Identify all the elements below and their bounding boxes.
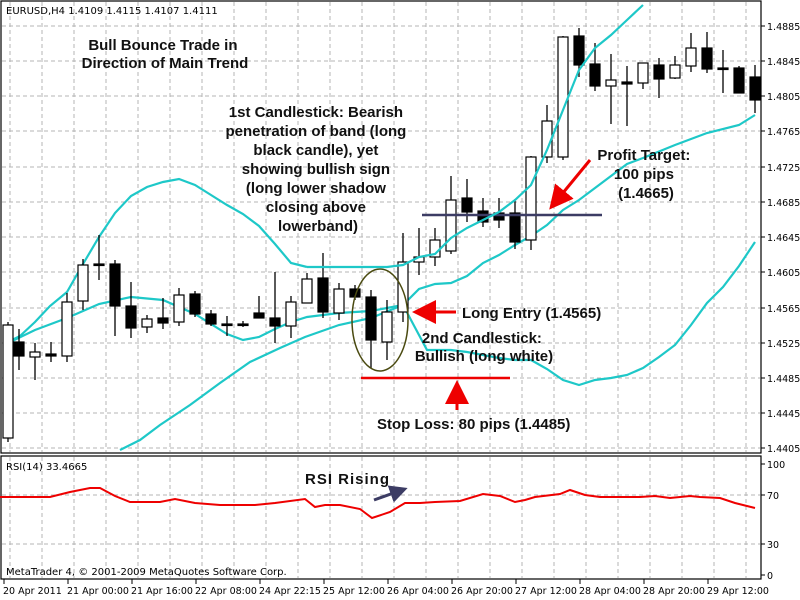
time-tick-label: 21 Apr 00:00 [67, 586, 129, 597]
title-annotation: Bull Bounce Trade in Direction of Main T… [82, 37, 249, 72]
time-tick-label: 26 Apr 04:00 [387, 586, 449, 597]
rsi-axis: 100 70 30 0 [761, 460, 785, 582]
price-tick-label: 1.4885 [767, 22, 800, 33]
candlestick-series [2, 28, 761, 442]
candle [365, 290, 377, 368]
candle [221, 316, 233, 336]
candle [237, 321, 249, 327]
symbol-info: EURUSD,H4 1.4109 1.4115 1.4107 1.4111 [6, 6, 218, 17]
bollinger-upper-band-right [307, 4, 644, 269]
candle [93, 235, 105, 280]
time-tick-label: 27 Apr 12:00 [515, 586, 577, 597]
time-tick-label: 29 Apr 12:00 [707, 586, 769, 597]
bollinger-lower-band [119, 241, 756, 451]
price-tick-label: 1.4605 [767, 268, 800, 279]
candle [29, 343, 41, 380]
candle [685, 33, 697, 72]
price-tick-label: 1.4405 [767, 444, 800, 455]
price-tick-label: 1.4565 [767, 304, 800, 315]
candle [301, 273, 313, 304]
rsi-rising-arrow [373, 485, 408, 503]
profit-target-arrow [549, 159, 592, 210]
candle [605, 54, 617, 124]
candle [205, 310, 217, 326]
rsi-tick-label: 0 [767, 571, 773, 582]
candle [669, 56, 681, 79]
candle [157, 298, 169, 329]
profit-target-annotation: Profit Target: 100 pips (1.4665) [597, 147, 694, 202]
time-tick-label: 28 Apr 20:00 [643, 586, 705, 597]
copyright-text: MetaTrader 4, © 2001-2009 MetaQuotes Sof… [6, 567, 287, 578]
price-tick-label: 1.4645 [767, 233, 800, 244]
candle [141, 315, 153, 333]
candle [637, 62, 649, 89]
candle [13, 329, 25, 370]
rsi-grid [2, 457, 760, 578]
candle [589, 43, 601, 91]
price-tick-label: 1.4485 [767, 374, 800, 385]
candle [557, 36, 569, 160]
first-candle-annotation: 1st Candlestick: Bearish penetration of … [226, 104, 411, 235]
rsi-tick-label: 100 [767, 460, 785, 471]
candle [701, 32, 713, 73]
candle [173, 288, 185, 326]
candle [317, 253, 329, 318]
candle [45, 342, 57, 362]
time-tick-label: 24 Apr 22:15 [259, 586, 321, 597]
stop-loss-annotation: Stop Loss: 80 pips (1.4485) [377, 416, 570, 433]
price-tick-label: 1.4685 [767, 198, 800, 209]
time-tick-label: 22 Apr 08:00 [195, 586, 257, 597]
rsi-line [0, 487, 756, 520]
candle [525, 156, 537, 250]
candle [253, 296, 265, 319]
candle [397, 233, 409, 322]
highlight-ellipse [351, 268, 409, 372]
time-axis: 20 Apr 2011 21 Apr 00:00 21 Apr 16:00 22 Ap… [3, 579, 769, 597]
time-tick-label: 25 Apr 12:00 [323, 586, 385, 597]
candle [381, 300, 393, 360]
price-tick-label: 1.4525 [767, 339, 800, 350]
time-tick-label: 26 Apr 20:00 [451, 586, 513, 597]
second-candle-annotation: 2nd Candlestick: Bullish (long white) [415, 330, 553, 365]
candle [61, 293, 73, 362]
price-tick-label: 1.4845 [767, 57, 800, 68]
time-tick-label: 20 Apr 2011 [3, 586, 62, 597]
candle [125, 282, 137, 338]
candle [269, 272, 281, 343]
candle [77, 259, 89, 310]
candle [733, 66, 745, 94]
candle [749, 65, 761, 113]
candle [109, 260, 121, 336]
price-tick-label: 1.4765 [767, 127, 800, 138]
candle [189, 291, 201, 317]
price-tick-label: 1.4805 [767, 92, 800, 103]
rsi-tick-label: 30 [767, 540, 779, 551]
candle [717, 50, 729, 93]
candle [285, 296, 297, 338]
time-tick-label: 21 Apr 16:00 [131, 586, 193, 597]
candle [653, 58, 665, 98]
candle [621, 66, 633, 126]
bollinger-upper-band [3, 177, 308, 345]
candle [2, 322, 14, 442]
long-entry-annotation: Long Entry (1.4565) [462, 305, 601, 322]
rsi-window-frame [0, 455, 762, 580]
rsi-rising-annotation: RSI Rising [305, 471, 390, 488]
price-tick-label: 1.4445 [767, 409, 800, 420]
rsi-tick-label: 70 [767, 491, 779, 502]
candle [509, 199, 521, 249]
candle [333, 283, 345, 320]
rsi-title: RSI(14) 33.4665 [6, 462, 87, 473]
price-tick-label: 1.4725 [767, 163, 800, 174]
time-tick-label: 28 Apr 04:00 [579, 586, 641, 597]
price-axis: 1.4885 1.4845 1.4805 1.4765 1.4725 1.4685 1.46… [760, 1, 800, 455]
